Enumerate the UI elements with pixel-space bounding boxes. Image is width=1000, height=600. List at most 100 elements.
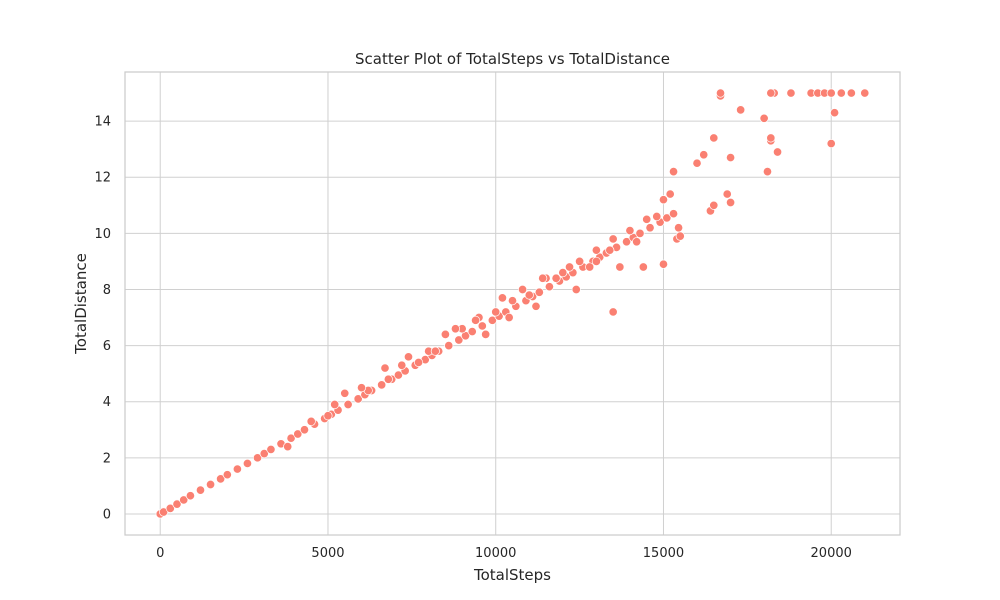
scatter-point	[186, 492, 194, 500]
scatter-point	[384, 375, 392, 383]
scatter-point	[206, 480, 214, 488]
scatter-point	[538, 274, 546, 282]
scatter-point	[525, 291, 533, 299]
y-tick-label: 14	[94, 115, 111, 130]
x-tick-label: 10000	[475, 546, 516, 561]
scatter-point	[837, 89, 845, 97]
scatter-point	[659, 260, 667, 268]
x-tick-label: 15000	[643, 546, 684, 561]
scatter-point	[545, 282, 553, 290]
scatter-point	[414, 358, 422, 366]
scatter-point	[300, 426, 308, 434]
scatter-point	[471, 316, 479, 324]
scatter-point	[233, 465, 241, 473]
scatter-point	[693, 159, 701, 167]
x-tick-label: 0	[156, 546, 164, 561]
scatter-point	[669, 167, 677, 175]
scatter-point	[441, 330, 449, 338]
scatter-point	[341, 389, 349, 397]
scatter-point	[284, 442, 292, 450]
y-tick-label: 0	[103, 507, 111, 522]
y-tick-label: 2	[103, 451, 111, 466]
scatter-point	[626, 226, 634, 234]
y-axis-label: TotalDistance	[72, 253, 90, 355]
scatter-point	[700, 151, 708, 159]
y-tick-label: 10	[94, 227, 111, 242]
scatter-point	[508, 296, 516, 304]
scatter-point	[307, 417, 315, 425]
scatter-point	[532, 302, 540, 310]
scatter-point	[505, 313, 513, 321]
y-tick-label: 8	[103, 283, 111, 298]
scatter-point	[445, 341, 453, 349]
scatter-point	[659, 195, 667, 203]
scatter-point	[565, 263, 573, 271]
scatter-point	[559, 268, 567, 276]
scatter-point	[431, 347, 439, 355]
scatter-point	[451, 325, 459, 333]
scatter-point	[653, 212, 661, 220]
scatter-point	[552, 274, 560, 282]
scatter-point	[773, 148, 781, 156]
scatter-point	[861, 89, 869, 97]
scatter-point	[518, 285, 526, 293]
scatter-point	[481, 330, 489, 338]
scatter-point	[830, 108, 838, 116]
scatter-point	[243, 459, 251, 467]
scatter-point	[642, 215, 650, 223]
scatter-point	[381, 364, 389, 372]
scatter-point	[669, 210, 677, 218]
scatter-point	[324, 412, 332, 420]
x-tick-label: 5000	[311, 546, 344, 561]
scatter-point	[616, 263, 624, 271]
scatter-point	[196, 486, 204, 494]
scatter-point	[646, 224, 654, 232]
scatter-point	[710, 201, 718, 209]
scatter-point	[575, 257, 583, 265]
scatter-point	[716, 89, 724, 97]
scatter-point	[377, 381, 385, 389]
scatter-point	[606, 246, 614, 254]
scatter-point	[632, 238, 640, 246]
scatter-point	[767, 89, 775, 97]
scatter-point	[636, 229, 644, 237]
scatter-point	[609, 235, 617, 243]
scatter-point	[492, 308, 500, 316]
scatter-point	[760, 114, 768, 122]
scatter-point	[847, 89, 855, 97]
scatter-point	[674, 224, 682, 232]
scatter-point	[330, 400, 338, 408]
scatter-point	[572, 285, 580, 293]
scatter-point	[592, 246, 600, 254]
chart-title: Scatter Plot of TotalSteps vs TotalDista…	[355, 50, 670, 68]
x-axis-label: TotalSteps	[473, 566, 551, 584]
scatter-point	[535, 288, 543, 296]
scatter-point	[468, 327, 476, 335]
scatter-point	[478, 322, 486, 330]
scatter-point	[666, 190, 674, 198]
scatter-point	[827, 89, 835, 97]
x-tick-label: 20000	[811, 546, 852, 561]
scatter-point	[639, 263, 647, 271]
scatter-point	[723, 190, 731, 198]
scatter-point	[676, 232, 684, 240]
scatter-point	[344, 400, 352, 408]
y-tick-label: 4	[103, 395, 111, 410]
scatter-point	[592, 257, 600, 265]
scatter-point	[609, 308, 617, 316]
scatter-point	[710, 134, 718, 142]
scatter-point	[223, 470, 231, 478]
scatter-point	[357, 383, 365, 391]
scatter-point	[736, 106, 744, 114]
scatter-point	[787, 89, 795, 97]
scatter-point	[767, 134, 775, 142]
scatter-point	[827, 139, 835, 147]
scatter-point	[267, 445, 275, 453]
scatter-point	[585, 263, 593, 271]
scatter-point	[498, 294, 506, 302]
y-tick-label: 12	[94, 171, 111, 186]
scatter-point	[726, 198, 734, 206]
scatter-point	[404, 353, 412, 361]
y-tick-label: 6	[103, 339, 111, 354]
